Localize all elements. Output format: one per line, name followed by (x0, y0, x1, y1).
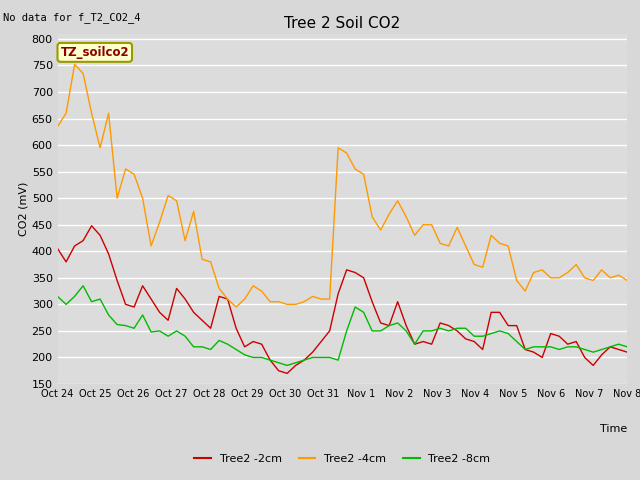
Text: TZ_soilco2: TZ_soilco2 (60, 46, 129, 59)
Legend: Tree2 -2cm, Tree2 -4cm, Tree2 -8cm: Tree2 -2cm, Tree2 -4cm, Tree2 -8cm (190, 449, 495, 468)
Y-axis label: CO2 (mV): CO2 (mV) (19, 181, 29, 236)
Title: Tree 2 Soil CO2: Tree 2 Soil CO2 (284, 16, 401, 31)
Text: No data for f_T2_CO2_4: No data for f_T2_CO2_4 (3, 12, 141, 23)
Text: Time: Time (600, 424, 627, 434)
